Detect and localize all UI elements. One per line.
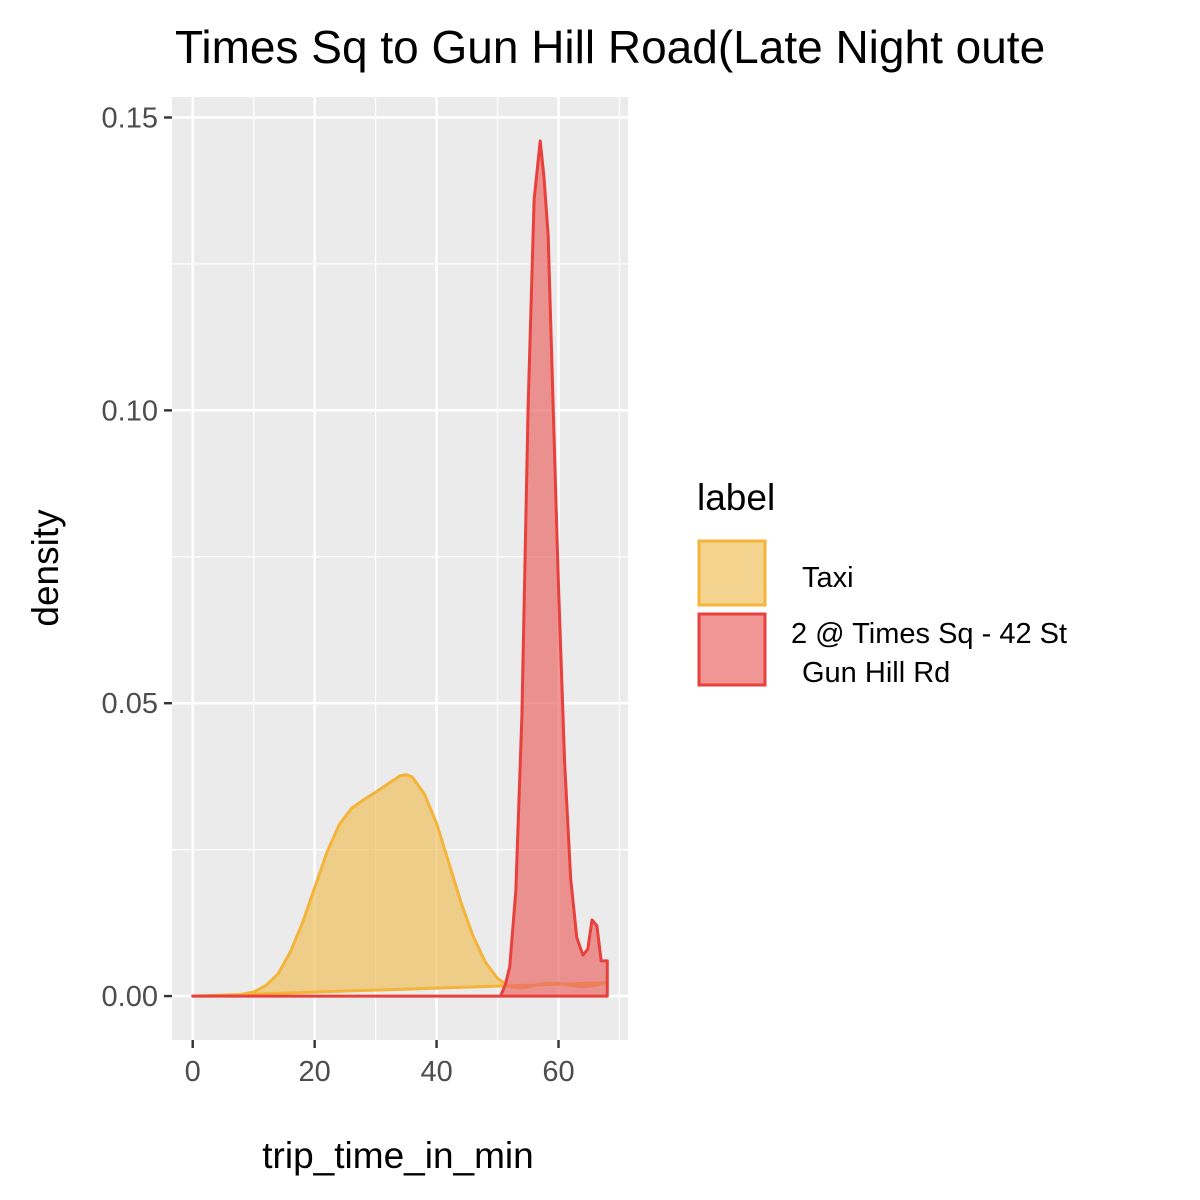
legend-label-subway-line2: Gun Hill Rd [802,657,950,689]
legend-key-taxi [697,539,767,607]
legend: label Taxi 2 @ Times Sq - 42 St Gun Hill… [697,477,1067,689]
y-tick-label: 0.15 [102,103,158,135]
density-area-subway [191,139,609,998]
x-tick-label: 20 [299,1056,331,1088]
x-tick-label: 40 [420,1056,452,1088]
legend-label-taxi: Taxi [802,562,854,594]
density-areas [191,139,609,998]
y-tick-label: 0.10 [102,395,158,427]
x-tick-label: 60 [542,1056,574,1088]
legend-title: label [697,477,775,518]
x-tick-label: 0 [185,1056,201,1088]
y-tick-label: 0.05 [102,688,158,720]
axis-ticks: 0 20 40 60 0.00 0.05 0.10 0.15 [102,103,575,1089]
legend-key-subway [697,612,767,687]
y-axis-title: density [25,509,66,627]
legend-label-subway-line1: 2 @ Times Sq - 42 St [791,618,1067,650]
chart-title: Times Sq to Gun Hill Road(Late Night out… [175,21,1045,73]
y-tick-label: 0.00 [102,981,158,1013]
x-axis-title: trip_time_in_min [262,1135,533,1176]
